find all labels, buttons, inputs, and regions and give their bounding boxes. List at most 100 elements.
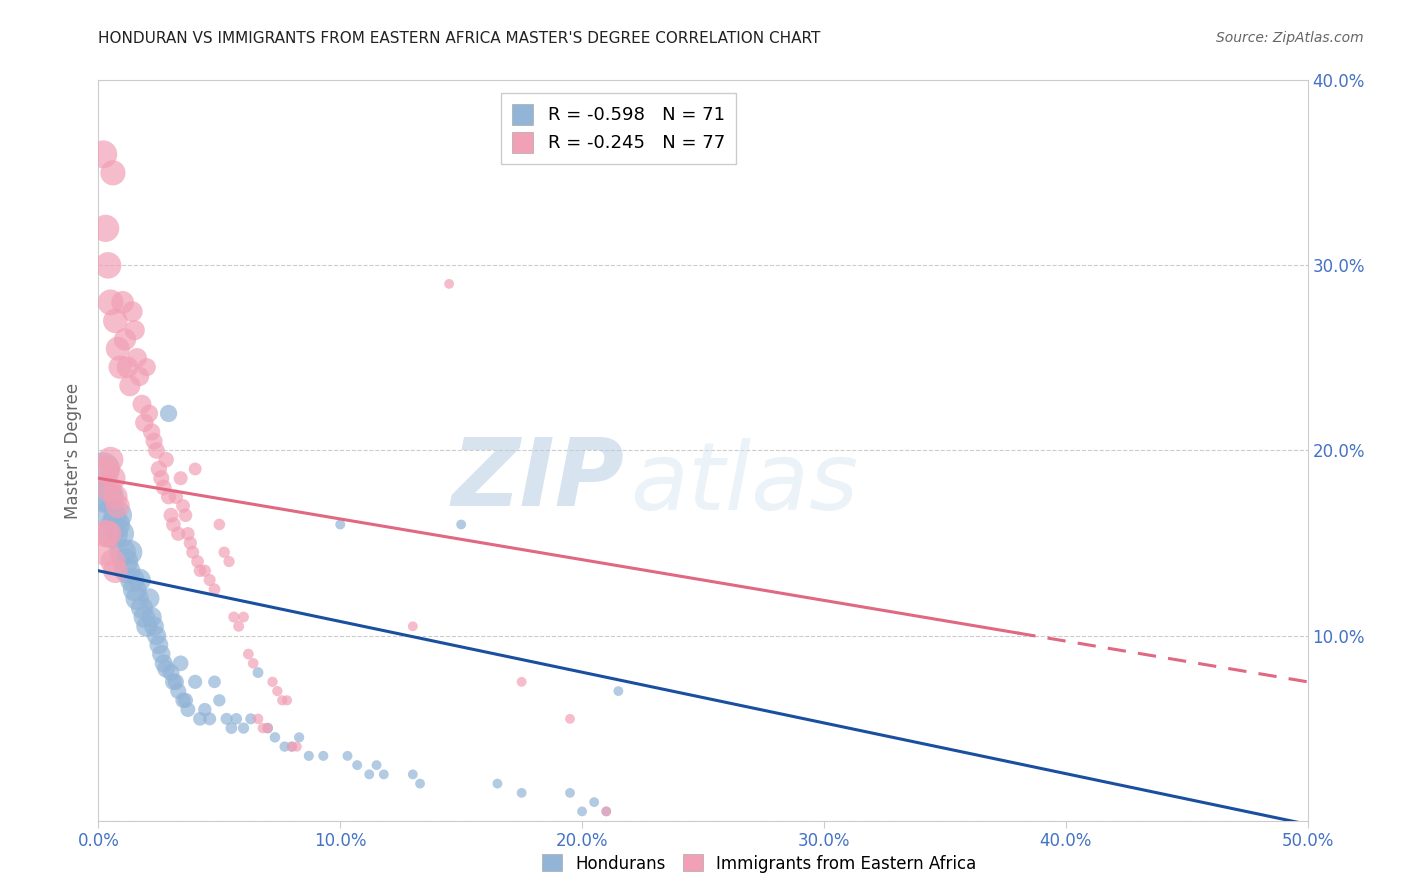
Point — [107, 508, 129, 523]
Point — [232, 721, 254, 735]
Point — [194, 703, 217, 717]
Text: atlas: atlas — [630, 438, 859, 529]
Point — [558, 786, 581, 800]
Point — [188, 564, 211, 578]
Point — [118, 378, 141, 392]
Point — [91, 462, 114, 476]
Point — [108, 526, 131, 541]
Point — [486, 776, 509, 791]
Point — [135, 619, 157, 633]
Point — [104, 490, 127, 504]
Point — [366, 758, 388, 772]
Point — [276, 693, 298, 707]
Point — [238, 647, 260, 661]
Text: HONDURAN VS IMMIGRANTS FROM EASTERN AFRICA MASTER'S DEGREE CORRELATION CHART: HONDURAN VS IMMIGRANTS FROM EASTERN AFRI… — [98, 31, 821, 46]
Point — [208, 693, 231, 707]
Point — [114, 554, 136, 569]
Point — [148, 638, 170, 652]
Point — [97, 526, 120, 541]
Point — [510, 674, 533, 689]
Point — [336, 748, 359, 763]
Point — [595, 805, 617, 819]
Point — [184, 674, 207, 689]
Point — [264, 731, 287, 745]
Point — [256, 721, 278, 735]
Legend: R = -0.598   N = 71, R = -0.245   N = 77: R = -0.598 N = 71, R = -0.245 N = 77 — [501, 93, 735, 163]
Point — [107, 499, 129, 513]
Point — [97, 490, 120, 504]
Point — [111, 295, 134, 310]
Point — [174, 693, 197, 707]
Point — [262, 674, 284, 689]
Point — [247, 665, 270, 680]
Point — [114, 332, 136, 346]
Point — [152, 657, 174, 671]
Point — [141, 425, 163, 439]
Point — [107, 342, 129, 356]
Point — [184, 462, 207, 476]
Point — [117, 564, 139, 578]
Point — [266, 684, 288, 698]
Point — [221, 721, 243, 735]
Point — [128, 369, 150, 384]
Point — [165, 674, 187, 689]
Point — [402, 767, 425, 781]
Point — [437, 277, 460, 291]
Text: Source: ZipAtlas.com: Source: ZipAtlas.com — [1216, 31, 1364, 45]
Point — [157, 407, 180, 421]
Point — [124, 582, 146, 597]
Point — [312, 748, 335, 763]
Point — [155, 452, 177, 467]
Point — [94, 526, 117, 541]
Point — [172, 693, 194, 707]
Point — [127, 351, 149, 365]
Point — [101, 166, 124, 180]
Point — [215, 712, 238, 726]
Point — [145, 443, 167, 458]
Point — [160, 665, 183, 680]
Point — [118, 545, 141, 559]
Point — [218, 554, 240, 569]
Point — [187, 554, 209, 569]
Point — [150, 471, 173, 485]
Point — [228, 619, 250, 633]
Point — [169, 657, 191, 671]
Point — [121, 304, 143, 318]
Point — [167, 684, 190, 698]
Point — [204, 674, 226, 689]
Point — [117, 360, 139, 375]
Point — [148, 462, 170, 476]
Point — [134, 416, 156, 430]
Point — [510, 786, 533, 800]
Point — [247, 712, 270, 726]
Point — [162, 674, 184, 689]
Point — [252, 721, 274, 735]
Point — [157, 490, 180, 504]
Point — [104, 314, 127, 328]
Point — [128, 573, 150, 587]
Point — [91, 147, 114, 161]
Point — [222, 610, 245, 624]
Point — [97, 481, 120, 495]
Point — [127, 591, 149, 606]
Point — [198, 712, 221, 726]
Point — [101, 471, 124, 485]
Point — [346, 758, 368, 772]
Point — [108, 360, 131, 375]
Point — [104, 517, 127, 532]
Point — [225, 712, 247, 726]
Point — [359, 767, 381, 781]
Point — [167, 526, 190, 541]
Point — [281, 739, 304, 754]
Point — [188, 712, 211, 726]
Point — [212, 545, 235, 559]
Point — [281, 739, 304, 754]
Y-axis label: Master's Degree: Master's Degree — [65, 383, 83, 518]
Point — [162, 517, 184, 532]
Point — [177, 526, 200, 541]
Point — [100, 295, 122, 310]
Legend: Hondurans, Immigrants from Eastern Africa: Hondurans, Immigrants from Eastern Afric… — [536, 847, 983, 880]
Point — [94, 490, 117, 504]
Point — [256, 721, 278, 735]
Point — [571, 805, 593, 819]
